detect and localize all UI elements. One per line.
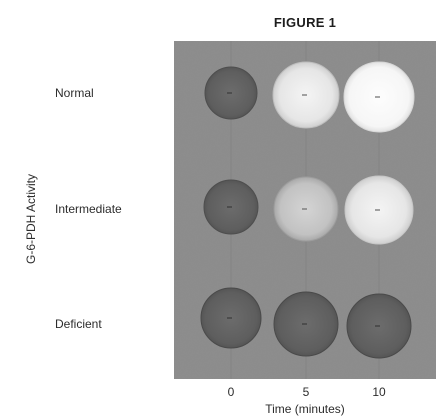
row-label-normal: Normal	[55, 86, 94, 100]
figure-title: FIGURE 1	[273, 15, 337, 30]
row-label-intermediate: Intermediate	[55, 202, 122, 216]
tick-label-10: 10	[372, 385, 386, 399]
assay-plate-photo	[174, 41, 436, 379]
x-axis-label: Time (minutes)	[265, 402, 345, 416]
y-axis-label: G-6-PDH Activity	[24, 173, 38, 265]
tick-label-5: 5	[302, 385, 310, 399]
tick-label-0: 0	[227, 385, 235, 399]
row-label-deficient: Deficient	[55, 317, 102, 331]
